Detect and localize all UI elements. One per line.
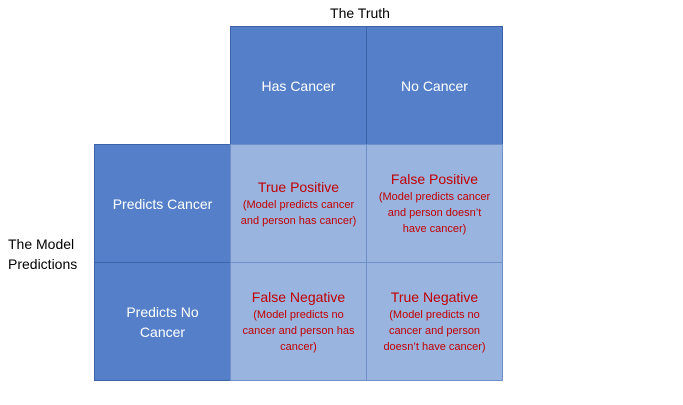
column-header-label: Has Cancer [261,77,336,94]
row-header-predicts-no-cancer: Predicts No Cancer [94,262,231,381]
cell-description: (Model predicts no cancer and person has… [242,309,355,353]
column-header-label: No Cancer [401,77,468,94]
cell-title: True Negative [390,289,479,305]
cell-false-positive: False Positive (Model predicts cancer an… [366,144,503,263]
cell-description: (Model predicts cancer and person doesn’… [378,191,491,235]
cell-true-negative: True Negative (Model predicts no cancer … [366,262,503,381]
cell-true-positive: True Positive (Model predicts cancer and… [230,144,367,263]
model-predictions-axis-label: The Model Predictions [8,236,78,272]
cell-false-negative: False Negative (Model predicts no cancer… [230,262,367,381]
truth-axis-label: The Truth [330,5,390,21]
cell-description: (Model predicts cancer and person has ca… [240,199,357,227]
cell-title: False Negative [251,289,346,305]
column-header-no-cancer: No Cancer [366,26,503,145]
cell-title: False Positive [390,171,479,187]
column-header-has-cancer: Has Cancer [230,26,367,145]
cell-title: True Positive [257,179,340,195]
row-header-label: Predicts No Cancer [126,303,199,340]
row-header-label: Predicts Cancer [112,195,213,212]
cell-description: (Model predicts no cancer and person doe… [383,309,486,353]
row-header-predicts-cancer: Predicts Cancer [94,144,231,263]
